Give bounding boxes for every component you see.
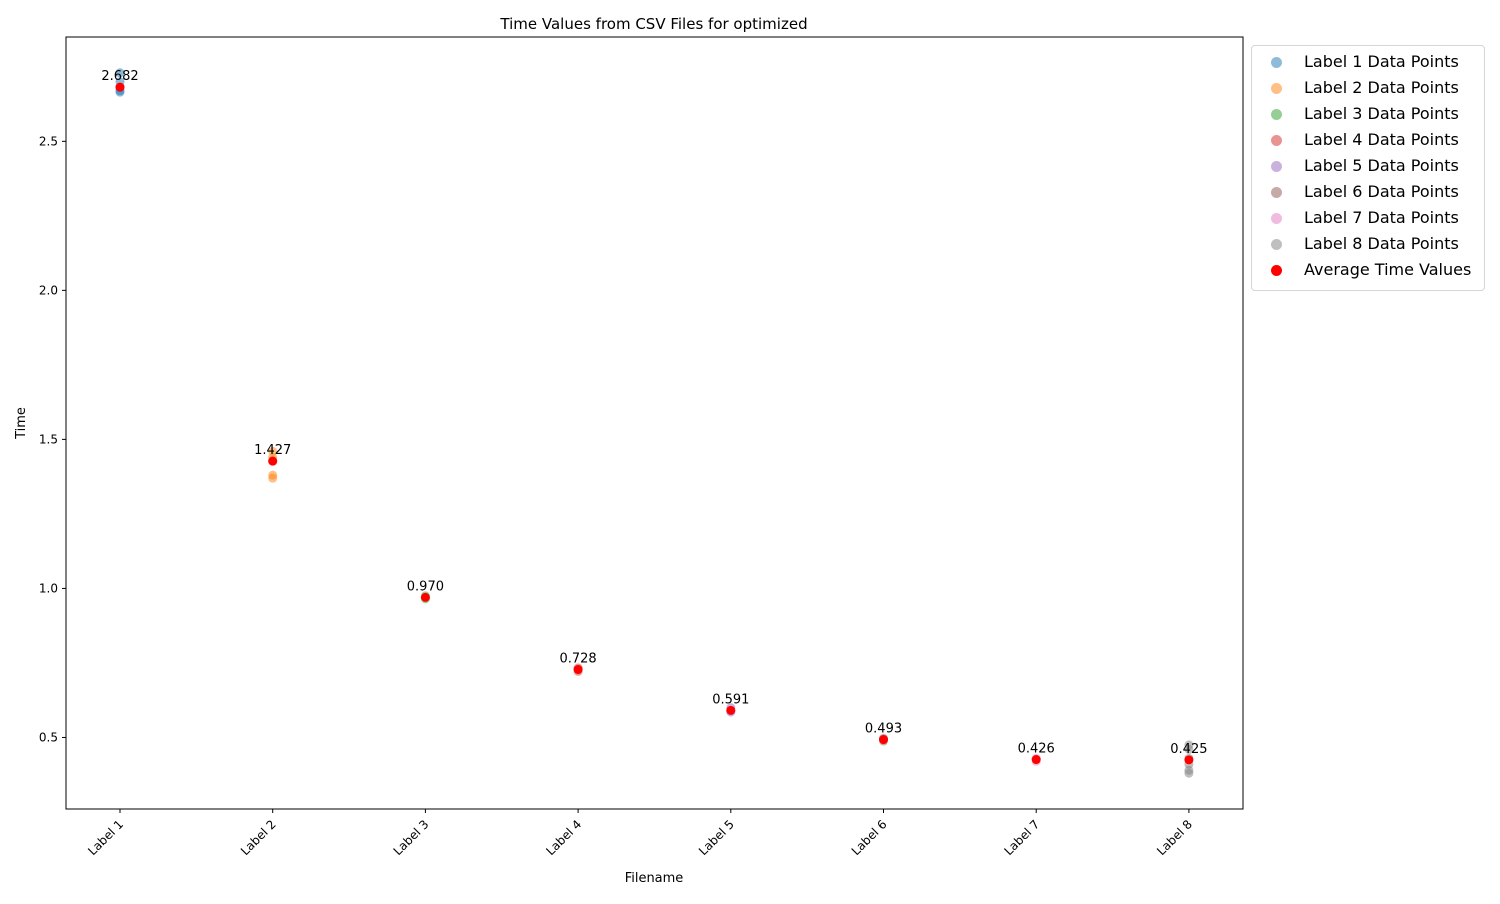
average-value-label: 1.427	[254, 443, 291, 458]
legend-marker	[1271, 135, 1282, 146]
average-value-label: 0.728	[559, 652, 596, 667]
average-point	[1031, 755, 1041, 765]
data-point	[1184, 744, 1194, 754]
legend-item: Label 2 Data Points	[1252, 75, 1484, 101]
y-tick-label: 0.5	[39, 730, 58, 744]
average-point	[1184, 755, 1194, 765]
x-tick-label: Label 1	[85, 817, 126, 858]
legend-label: Label 3 Data Points	[1304, 104, 1459, 123]
data-point	[1184, 768, 1194, 778]
legend-item: Label 4 Data Points	[1252, 127, 1484, 153]
legend-label: Label 5 Data Points	[1304, 156, 1459, 175]
average-value-label: 0.425	[1170, 742, 1207, 757]
x-tick-label: Label 6	[849, 817, 890, 858]
legend-marker	[1271, 239, 1282, 250]
y-tick-label: 1.5	[39, 432, 58, 446]
legend-marker	[1271, 83, 1282, 94]
legend-marker	[1271, 187, 1282, 198]
legend-item: Average Time Values	[1252, 257, 1484, 283]
legend-marker	[1271, 109, 1282, 120]
legend: Label 1 Data Points Label 2 Data Points La…	[1251, 45, 1485, 291]
average-value-label: 0.493	[865, 722, 902, 737]
average-point	[420, 592, 430, 602]
legend-marker	[1271, 213, 1282, 224]
legend-label: Label 2 Data Points	[1304, 78, 1459, 97]
x-tick-label: Label 5	[696, 817, 737, 858]
average-value-label: 0.970	[407, 579, 444, 594]
average-value-label: 2.682	[101, 69, 138, 84]
data-point	[115, 68, 125, 78]
y-tick-label: 1.0	[39, 581, 58, 595]
legend-label: Label 6 Data Points	[1304, 182, 1459, 201]
legend-marker	[1271, 57, 1282, 68]
y-tick-label: 2.0	[39, 283, 58, 297]
y-tick-label: 2.5	[39, 134, 58, 148]
legend-label: Average Time Values	[1304, 260, 1472, 279]
average-point	[268, 456, 278, 466]
legend-item: Label 7 Data Points	[1252, 205, 1484, 231]
x-tick-label: Label 4	[543, 817, 584, 858]
legend-label: Label 1 Data Points	[1304, 52, 1459, 71]
data-point	[268, 473, 278, 483]
legend-label: Label 8 Data Points	[1304, 234, 1459, 253]
legend-marker	[1271, 161, 1282, 172]
x-tick-label: Label 8	[1154, 817, 1195, 858]
average-value-label: 0.426	[1018, 742, 1055, 757]
legend-label: Label 7 Data Points	[1304, 208, 1459, 227]
x-tick-label: Label 3	[391, 817, 432, 858]
x-tick-label: Label 2	[238, 817, 279, 858]
x-axis-label: Filename	[625, 871, 684, 886]
plot-area-frame	[65, 36, 1244, 810]
legend-item: Label 6 Data Points	[1252, 179, 1484, 205]
average-point	[879, 735, 888, 745]
x-tick-label: Label 7	[1001, 817, 1042, 858]
average-point	[115, 82, 125, 92]
average-point	[726, 705, 736, 715]
chart-title: Time Values from CSV Files for optimized	[499, 15, 807, 33]
average-point	[573, 665, 583, 675]
y-axis-label: Time	[14, 407, 29, 440]
legend-marker	[1271, 265, 1282, 276]
legend-item: Label 1 Data Points	[1252, 49, 1484, 75]
legend-item: Label 5 Data Points	[1252, 153, 1484, 179]
legend-item: Label 8 Data Points	[1252, 231, 1484, 257]
legend-label: Label 4 Data Points	[1304, 130, 1459, 149]
average-value-label: 0.591	[712, 692, 749, 707]
legend-item: Label 3 Data Points	[1252, 101, 1484, 127]
